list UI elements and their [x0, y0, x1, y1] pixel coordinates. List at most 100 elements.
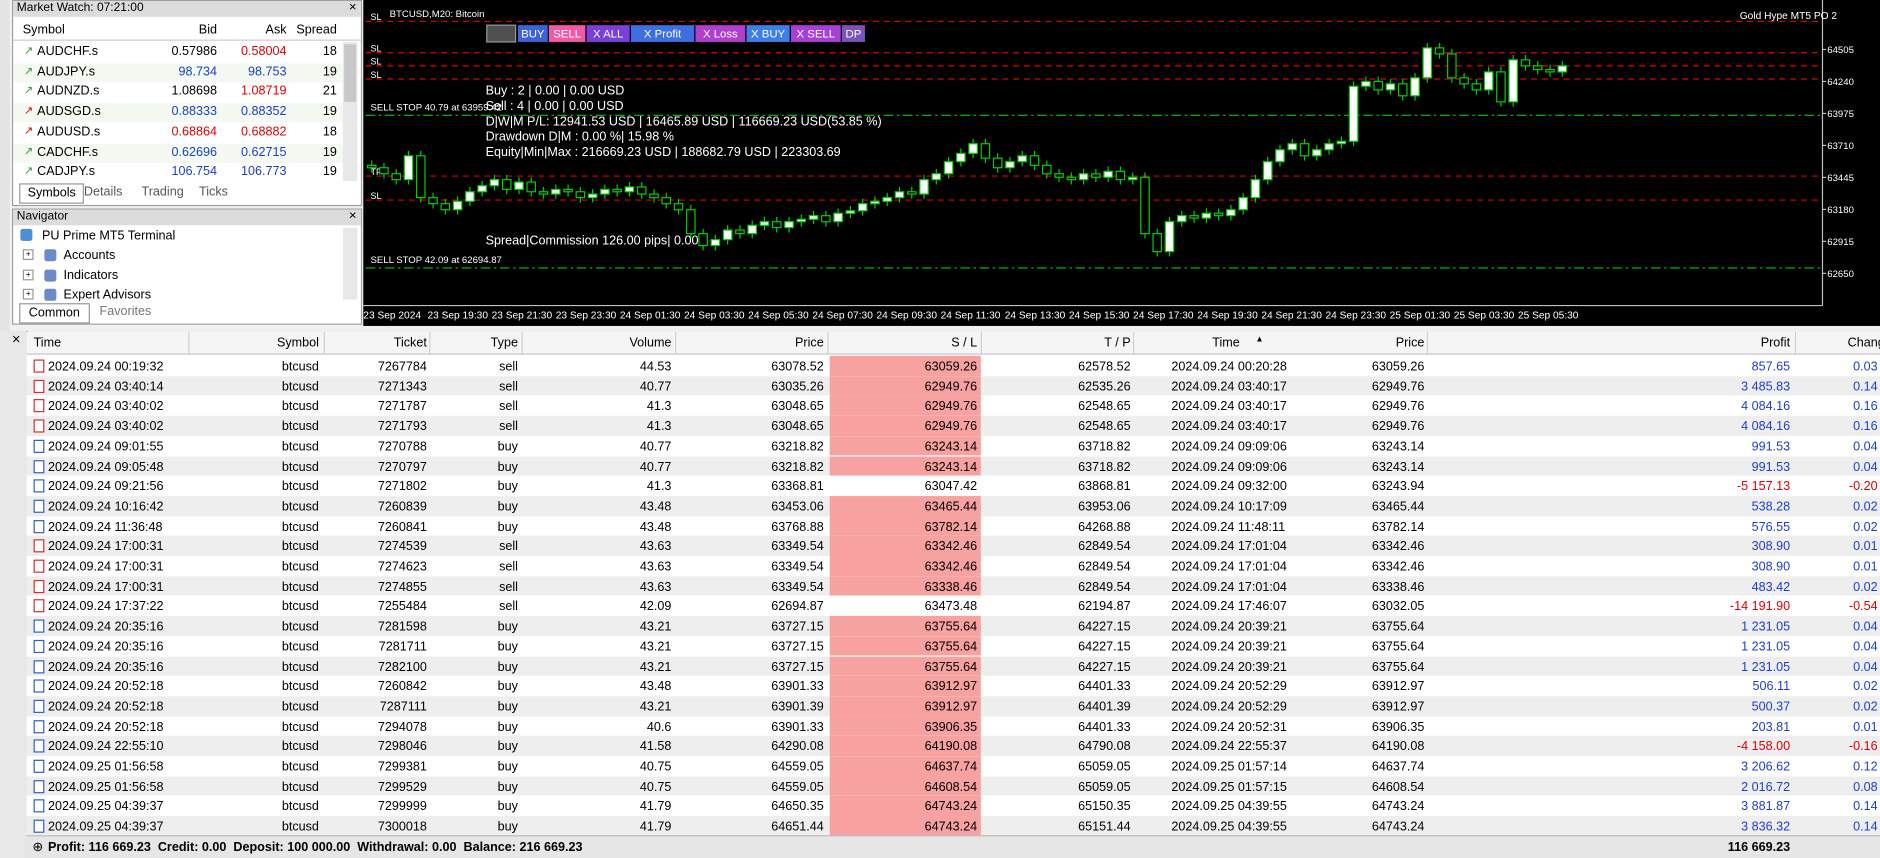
tab[interactable]: Favorites: [99, 304, 152, 319]
cell: btcusd: [281, 719, 319, 735]
tab[interactable]: Ticks: [199, 184, 228, 199]
cell: -14 191.90: [1729, 599, 1791, 614]
candle-body: [575, 191, 586, 199]
column-header[interactable]: Price: [1395, 335, 1425, 350]
sl-cell-bg: [829, 556, 981, 577]
cell: 62949.76: [1371, 379, 1425, 394]
tree-item[interactable]: Accounts: [63, 248, 116, 263]
cell: 2024.09.25 01:56:58: [47, 759, 164, 775]
cell: 62949.76: [924, 419, 978, 434]
column-header[interactable]: Symbol: [276, 335, 319, 350]
sl-cell-bg: [829, 435, 981, 456]
cell: 64401.39: [1078, 699, 1131, 715]
button[interactable]: [841, 25, 865, 42]
column-separator: [980, 331, 982, 354]
cell: 43.21: [639, 619, 672, 635]
candle-body: [661, 197, 672, 205]
close-button[interactable]: ×: [348, 208, 357, 223]
sl-cell-bg: [829, 796, 981, 817]
tree-item[interactable]: Expert Advisors: [63, 288, 152, 303]
candle-body: [526, 181, 537, 193]
row-bg: [13, 103, 352, 123]
cell: 62949.76: [1371, 419, 1425, 434]
tab[interactable]: Symbols: [19, 183, 85, 204]
cell: 63078.52: [771, 359, 824, 374]
expander: +: [22, 249, 34, 261]
column-header[interactable]: Volume: [629, 335, 672, 350]
cell: 63912.97: [924, 699, 978, 715]
tab[interactable]: Details: [83, 184, 123, 199]
symbol: CADCHF.s: [37, 144, 99, 159]
candle-body: [538, 191, 549, 195]
spread: 18: [322, 44, 337, 59]
tab[interactable]: Common: [19, 303, 90, 324]
column-header[interactable]: Time: [1212, 335, 1240, 350]
candle-body: [477, 185, 487, 193]
row-bg: [13, 43, 352, 63]
cell: 2024.09.25 01:56:58: [47, 779, 164, 795]
spread-line: Spread|Commission 126.00 pips| 0.00: [486, 233, 699, 247]
button-label: X SELL: [797, 29, 836, 41]
candle-body: [1532, 65, 1543, 71]
button[interactable]: [630, 25, 695, 42]
cell: 2024.09.24 09:09:06: [1171, 439, 1287, 454]
cell: 41.3: [646, 399, 672, 414]
candle-body: [1373, 80, 1383, 91]
cell: 991.53: [1751, 459, 1791, 474]
candle-body: [821, 215, 831, 223]
button[interactable]: [586, 25, 630, 42]
deal-icon: [33, 599, 45, 613]
button[interactable]: [517, 25, 548, 42]
cell: 40.77: [639, 379, 672, 394]
tree-item[interactable]: Indicators: [63, 268, 119, 283]
candle-body: [968, 143, 978, 154]
y-tick-label: 63180: [1827, 205, 1854, 216]
column-header[interactable]: Time: [33, 335, 62, 350]
cell: 63465.44: [1371, 499, 1425, 514]
tree-root[interactable]: PU Prime MT5 Terminal: [41, 228, 176, 244]
column-header[interactable]: S / L: [951, 335, 978, 350]
column-header[interactable]: Type: [490, 335, 518, 350]
button[interactable]: [548, 25, 586, 42]
column-header[interactable]: Price: [795, 335, 824, 350]
level-label: SELL STOP 42.09 at 62694.87: [370, 255, 501, 266]
cell: btcusd: [281, 779, 319, 795]
button[interactable]: [746, 25, 790, 42]
cell: 2024.09.24 09:05:48: [47, 459, 164, 474]
level-tag: SL: [370, 70, 381, 80]
column-header[interactable]: Ticket: [393, 335, 427, 350]
column-header[interactable]: Profit: [1760, 335, 1791, 350]
toolbox-close[interactable]: ×: [11, 330, 21, 348]
cell: buy: [497, 779, 518, 795]
button[interactable]: [695, 25, 746, 42]
cell: -5 157.13: [1736, 479, 1791, 494]
tab[interactable]: Trading: [141, 184, 184, 199]
cell: 7271793: [377, 419, 427, 434]
column-header[interactable]: Change: [1847, 335, 1880, 350]
cell: 63912.97: [924, 679, 978, 695]
candle-body: [1385, 83, 1396, 91]
navigator-panel: Navigator × PU Prime MT5 Terminal + Accounts…: [11, 208, 363, 325]
candle-body: [1471, 83, 1482, 91]
cell: buy: [497, 679, 518, 695]
trend-icon: ↗: [23, 124, 34, 137]
spread: 19: [322, 164, 337, 179]
deal-icon: [33, 699, 45, 713]
button[interactable]: [486, 24, 517, 43]
cell: 62849.54: [1078, 539, 1131, 554]
cell: 0.16: [1853, 399, 1878, 414]
toolbox-strip: ×: [0, 330, 28, 858]
button[interactable]: [790, 25, 841, 42]
cell: buy: [497, 719, 518, 735]
symbol: AUDJPY.s: [37, 64, 96, 79]
candle-body: [870, 200, 880, 205]
row-bg: [13, 143, 352, 163]
close-button[interactable]: ×: [348, 0, 357, 15]
candle-body: [759, 221, 770, 226]
symbol: AUDUSD.s: [37, 124, 101, 139]
column-header[interactable]: T / P: [1104, 335, 1131, 350]
candle-body: [1238, 197, 1248, 211]
candle-body: [428, 197, 438, 205]
spread: 19: [322, 104, 337, 119]
cell: 2024.09.25 04:39:37: [47, 799, 164, 815]
